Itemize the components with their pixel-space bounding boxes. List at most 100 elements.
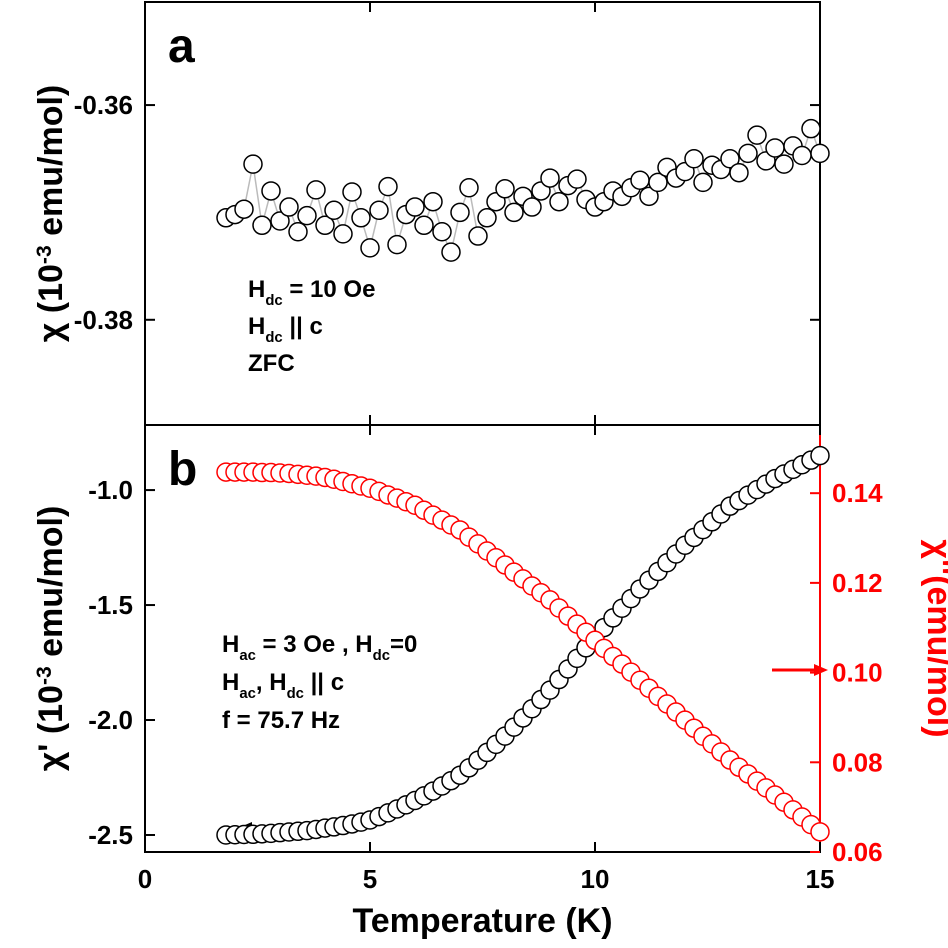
y-tick-label: -1.0 [88,475,133,505]
annotation-part: =0 [390,631,417,658]
data-point [648,172,668,193]
data-point [693,172,713,193]
data-point [639,186,659,207]
annotation-part: H [222,669,239,696]
data-point [324,200,344,221]
y-axis-label-part: -3 [33,666,56,685]
annotation-part: || c [304,669,344,696]
annotation: Hac, Hdc || c [222,669,344,702]
annotation-part: H [248,313,265,340]
data-point [450,202,470,223]
annotation: ZFC [248,350,295,377]
data-point [549,191,569,212]
data-point [414,215,434,236]
annotation: Hac = 3 Oe , Hdc=0 [222,631,417,664]
annotation-part: ac [239,648,256,664]
data-point [810,445,830,466]
data-point [333,224,353,244]
data-point [792,145,812,166]
data-point [522,197,542,217]
data-point [540,168,560,188]
data-point [774,154,794,174]
data-point [252,215,272,236]
y2-tick-label: 0.06 [832,837,883,867]
data-point [306,180,326,200]
data-point [351,208,371,228]
x-axis-label: Temperature (K) [352,902,612,940]
data-point [504,202,524,223]
y2-tick-label: 0.08 [832,747,883,777]
data-point [279,197,299,217]
data-point [297,205,317,226]
annotation-part: , H [256,669,287,696]
data-point [729,162,749,183]
plot-frame [144,424,821,853]
annotation-part: || c [283,313,323,340]
annotation: Hdc || c [248,313,323,346]
annotation-part: ZFC [248,350,295,377]
data-point [810,822,830,842]
data-point [495,179,515,199]
y-axis-label-part: χ' (10 [32,685,70,771]
data-point [234,199,254,219]
panel-label: a [168,20,195,73]
data-point [243,154,263,174]
y-tick-label: -1.5 [88,590,133,620]
data-point [387,234,407,255]
y-axis-label-part: -3 [33,245,56,264]
data-point [315,215,335,236]
data-point [738,143,758,164]
data-point [360,238,380,258]
annotation-part: dc [265,293,282,309]
y2-tick-label: 0.12 [832,568,883,598]
annotation: Hdc = 10 Oe [248,276,375,309]
annotation-part: f = 75.7 Hz [222,707,340,734]
y-tick-label: -2.5 [88,820,133,850]
x-tick-label: 10 [581,864,610,894]
x-tick-label: 15 [806,864,835,894]
annotation-part: ac [239,686,256,702]
annotation-part: dc [373,648,390,664]
data-point [261,181,281,201]
data-point [441,242,461,262]
data-point [684,148,704,169]
panel-label: b [168,443,197,496]
data-point [405,197,425,217]
y2-axis-label: χ''(emu/mol) [920,539,948,737]
y-axis-label-part: emu/mol) [32,506,70,667]
x-tick-label: 0 [138,864,152,894]
data-point [369,200,389,221]
y-axis-label: χ' (10-3 emu/mol) [32,506,70,772]
annotation-part: = 3 Oe , H [256,631,373,658]
y-tick-label: -0.36 [74,90,133,120]
annotation-part: dc [265,330,282,346]
data-point [288,222,308,242]
data-point [270,211,290,231]
annotation-part: H [248,276,265,303]
data-point [765,138,785,158]
data-point [810,143,830,164]
y-axis-label: χ (10-3 emu/mol) [32,85,70,343]
data-point [567,169,587,189]
y-axis-label-part: χ (10 [32,264,70,342]
y2-axis-label-part: χ''(emu/mol) [920,539,948,737]
annotation-part: H [222,631,239,658]
y-tick-label: -2.0 [88,705,133,735]
data-point [747,125,767,145]
y2-tick-label: 0.10 [832,658,883,688]
annotation-part: = 10 Oe [283,276,376,303]
y-axis-label-part: emu/mol) [32,85,70,246]
data-point [378,176,398,197]
data-point [477,208,497,228]
data-point [801,118,821,139]
y-tick-label: -0.38 [74,305,133,335]
x-tick-label: 5 [363,864,377,894]
data-point [720,148,740,169]
data-point [468,226,488,246]
data-point [432,222,452,242]
y2-tick-label: 0.14 [832,478,883,508]
annotation: f = 75.7 Hz [222,707,340,734]
data-point [459,177,479,198]
data-point [423,191,443,212]
